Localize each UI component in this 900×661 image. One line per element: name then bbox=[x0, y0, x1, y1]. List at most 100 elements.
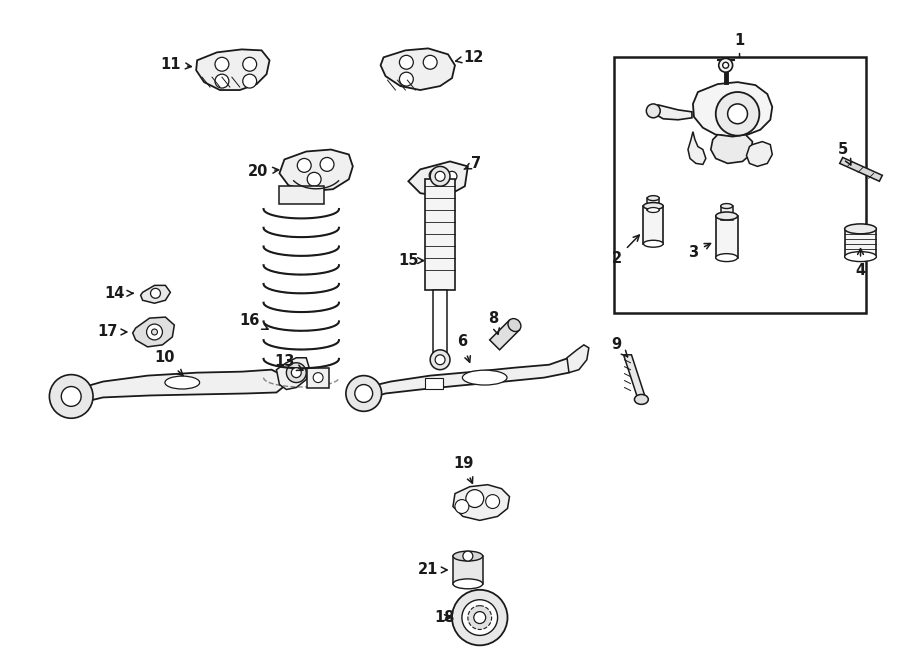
Polygon shape bbox=[624, 355, 645, 397]
Circle shape bbox=[463, 551, 473, 561]
Text: 15: 15 bbox=[398, 253, 424, 268]
Ellipse shape bbox=[647, 196, 659, 200]
Text: 19: 19 bbox=[454, 456, 474, 483]
Circle shape bbox=[292, 368, 302, 377]
Polygon shape bbox=[356, 358, 574, 399]
Bar bbox=[644, 206, 663, 244]
Circle shape bbox=[646, 104, 661, 118]
Circle shape bbox=[307, 173, 321, 186]
Polygon shape bbox=[490, 320, 519, 350]
Polygon shape bbox=[276, 358, 310, 389]
Bar bbox=[716, 216, 738, 258]
Circle shape bbox=[429, 169, 441, 181]
Text: 9: 9 bbox=[611, 337, 627, 357]
Ellipse shape bbox=[721, 204, 733, 208]
Text: 3: 3 bbox=[688, 243, 710, 260]
Circle shape bbox=[435, 355, 445, 365]
Bar bbox=[647, 198, 659, 210]
Bar bbox=[433, 290, 447, 358]
Circle shape bbox=[462, 600, 498, 635]
Circle shape bbox=[346, 375, 382, 411]
Bar bbox=[453, 556, 482, 584]
Ellipse shape bbox=[165, 376, 200, 389]
Ellipse shape bbox=[845, 252, 877, 262]
Bar bbox=[307, 368, 329, 387]
Circle shape bbox=[400, 56, 413, 69]
Text: 16: 16 bbox=[239, 313, 268, 329]
Text: 20: 20 bbox=[248, 164, 278, 179]
Text: 11: 11 bbox=[160, 57, 192, 72]
Circle shape bbox=[215, 58, 229, 71]
Polygon shape bbox=[409, 161, 468, 197]
Bar bbox=[845, 229, 877, 256]
Circle shape bbox=[243, 58, 256, 71]
Circle shape bbox=[423, 56, 437, 69]
Bar bbox=[614, 58, 867, 313]
Text: 7: 7 bbox=[464, 156, 481, 171]
Circle shape bbox=[286, 363, 306, 383]
Circle shape bbox=[430, 350, 450, 369]
Circle shape bbox=[243, 74, 256, 88]
Polygon shape bbox=[279, 149, 353, 191]
Circle shape bbox=[716, 92, 760, 136]
Circle shape bbox=[50, 375, 93, 418]
Text: 4: 4 bbox=[856, 249, 866, 278]
Circle shape bbox=[151, 329, 158, 335]
Ellipse shape bbox=[463, 370, 507, 385]
Text: 21: 21 bbox=[418, 563, 447, 578]
Text: 14: 14 bbox=[104, 286, 133, 301]
Ellipse shape bbox=[845, 224, 877, 234]
Polygon shape bbox=[132, 317, 175, 347]
Polygon shape bbox=[453, 485, 509, 520]
Text: 2: 2 bbox=[611, 235, 639, 266]
Circle shape bbox=[719, 58, 733, 72]
Circle shape bbox=[723, 62, 729, 68]
Bar bbox=[425, 377, 443, 389]
Ellipse shape bbox=[716, 254, 738, 262]
Polygon shape bbox=[68, 369, 286, 403]
Text: 17: 17 bbox=[98, 325, 127, 340]
Circle shape bbox=[486, 494, 500, 508]
Polygon shape bbox=[567, 345, 589, 373]
Ellipse shape bbox=[644, 202, 663, 210]
Circle shape bbox=[297, 159, 311, 173]
Ellipse shape bbox=[716, 212, 738, 220]
Text: 6: 6 bbox=[457, 334, 471, 362]
Text: 13: 13 bbox=[274, 354, 303, 370]
Circle shape bbox=[468, 605, 491, 629]
Polygon shape bbox=[653, 105, 692, 120]
Circle shape bbox=[433, 184, 443, 194]
Bar bbox=[425, 179, 455, 290]
Text: 12: 12 bbox=[455, 50, 484, 65]
Bar bbox=[721, 206, 733, 220]
Circle shape bbox=[447, 171, 457, 181]
Ellipse shape bbox=[647, 208, 659, 212]
Circle shape bbox=[430, 167, 450, 186]
Ellipse shape bbox=[453, 551, 482, 561]
Polygon shape bbox=[140, 286, 170, 303]
Polygon shape bbox=[196, 50, 269, 90]
Polygon shape bbox=[381, 48, 455, 90]
Circle shape bbox=[61, 387, 81, 407]
Circle shape bbox=[473, 611, 486, 623]
Ellipse shape bbox=[453, 579, 482, 589]
Circle shape bbox=[313, 373, 323, 383]
Bar bbox=[279, 186, 324, 204]
Polygon shape bbox=[746, 141, 772, 167]
Polygon shape bbox=[840, 157, 882, 181]
Circle shape bbox=[455, 500, 469, 514]
Ellipse shape bbox=[644, 240, 663, 247]
Ellipse shape bbox=[634, 395, 648, 405]
Circle shape bbox=[727, 104, 748, 124]
Circle shape bbox=[215, 74, 229, 88]
Text: 10: 10 bbox=[154, 350, 183, 375]
Circle shape bbox=[147, 324, 162, 340]
Polygon shape bbox=[688, 132, 706, 165]
Circle shape bbox=[452, 590, 508, 645]
Circle shape bbox=[150, 288, 160, 298]
Circle shape bbox=[355, 385, 373, 403]
Polygon shape bbox=[693, 82, 772, 137]
Ellipse shape bbox=[508, 319, 521, 332]
Text: 8: 8 bbox=[489, 311, 500, 334]
Circle shape bbox=[435, 171, 445, 181]
